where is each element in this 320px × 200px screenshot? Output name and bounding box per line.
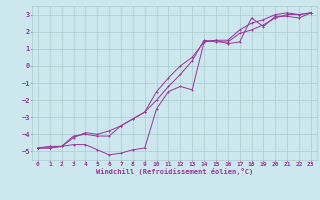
X-axis label: Windchill (Refroidissement éolien,°C): Windchill (Refroidissement éolien,°C) <box>96 168 253 175</box>
